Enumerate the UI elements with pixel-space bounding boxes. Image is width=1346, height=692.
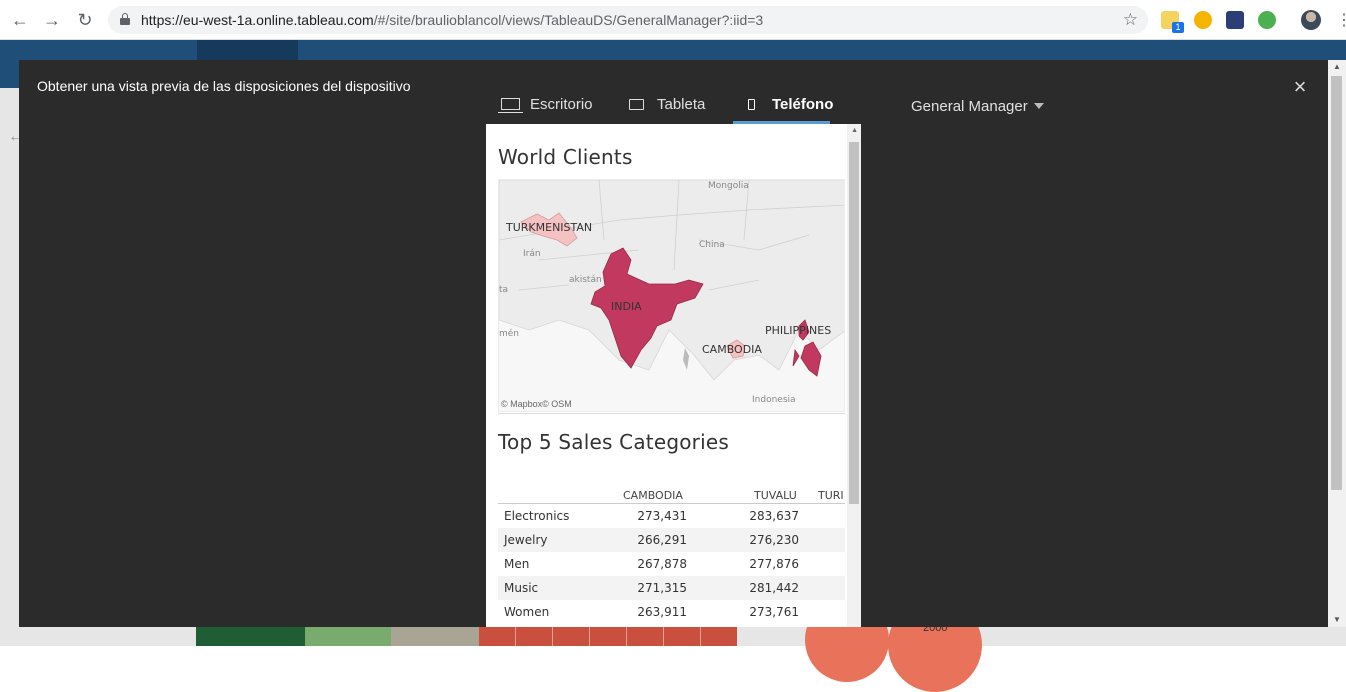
table-row[interactable]: Electronics 273,431 283,637 [498,504,845,528]
cell-value: 263,911 [637,605,687,619]
bg-strip [305,626,391,646]
reload-icon[interactable]: ↻ [77,10,93,30]
cell-value: 283,637 [749,509,799,523]
cell-value: 276,230 [749,533,799,547]
dialog-title: Obtener una vista previa de las disposic… [37,78,411,94]
map-title: World Clients [498,145,633,169]
table-header: CAMBODIA TUVALU TURI [498,488,845,504]
preview-scroll-thumb[interactable] [849,142,859,504]
scroll-down-icon[interactable]: ▼ [1333,615,1341,624]
map-label-pakistan: akistán [569,275,602,285]
cell-value: 273,761 [749,605,799,619]
row-label: Electronics [504,509,570,523]
map-label-india: INDIA [611,300,642,313]
map-svg [499,180,844,411]
device-preview-dialog: Obtener una vista previa de las disposic… [19,60,1328,627]
divider [498,413,845,414]
cell-value: 267,878 [637,557,687,571]
column-header: TURI [818,489,844,502]
extension-icon-3[interactable] [1226,11,1244,29]
extension-icon-4[interactable] [1258,11,1276,29]
caret-down-icon [1033,103,1044,109]
map-credit: © Mapbox© OSM [501,399,572,409]
tab-label: Teléfono [772,96,834,113]
cambodia-shape [726,339,746,359]
map-label-ta: ta [499,285,509,295]
cell-value: 266,291 [637,533,687,547]
browser-toolbar: ← → ↻ https://eu-west-1a.online.tableau.… [0,0,1346,40]
row-label: Jewelry [504,533,548,547]
bg-strip [196,626,305,646]
tablet-icon [629,99,644,110]
tab-tableta[interactable]: Tableta [629,96,705,118]
scroll-up-icon[interactable]: ▲ [851,127,858,134]
bg-strip [391,626,479,646]
tab-label: Tableta [657,96,706,113]
map-label-cambodia: CAMBODIA [702,343,762,356]
bookmark-star-icon[interactable]: ☆ [1122,10,1138,29]
user-selector-label: General Manager [911,98,1028,115]
cell-value: 273,431 [637,509,687,523]
map-label-philippines: PHILIPPINES [765,324,832,337]
column-header: CAMBODIA [623,489,683,502]
cell-value: 277,876 [749,557,799,571]
map-label-mongolia: Mongolia [708,181,749,191]
address-bar[interactable]: https://eu-west-1a.online.tableau.com/#/… [108,6,1148,34]
column-header: TUVALU [754,489,797,502]
tab-label: Escritorio [530,96,593,113]
page-scroll-thumb[interactable] [1331,76,1342,490]
forward-arrow-icon[interactable]: → [43,10,61,30]
map-label-iran: Irán [523,249,541,259]
phone-preview[interactable]: World Clients Mongolia TURKMENISTAN Chin… [486,124,861,627]
more-menu-icon[interactable]: ⋮ [1336,12,1346,29]
tab-telefono[interactable]: Teléfono [733,96,834,124]
table-title: Top 5 Sales Categories [498,430,729,454]
extension-icon-2[interactable] [1194,11,1212,29]
table-row[interactable]: Jewelry 266,291 276,230 [498,528,845,552]
cell-value: 281,442 [749,581,799,595]
url-text: https://eu-west-1a.online.tableau.com/#/… [141,12,764,28]
tab-escritorio[interactable]: Escritorio [498,96,593,118]
turkmenistan-shape [520,212,578,247]
india-shape [590,247,704,369]
profile-avatar[interactable] [1301,10,1321,30]
page-scrollbar[interactable]: ▲ ▼ [1328,60,1346,627]
table-row[interactable]: Music 271,315 281,442 [498,576,845,600]
user-selector-dropdown[interactable]: General Manager [911,98,1044,115]
world-clients-map[interactable]: Mongolia TURKMENISTAN China Irán akistán… [498,179,845,412]
lock-icon [120,13,130,25]
table-row[interactable]: Women 263,911 273,761 [498,600,845,624]
table-row[interactable]: Men 267,878 277,876 [498,552,845,576]
map-label-turkmenistan: TURKMENISTAN [506,221,593,234]
preview-scrollbar[interactable]: ▲ [847,124,861,627]
row-label: Women [504,605,550,619]
desktop-icon [498,98,523,113]
map-label-oman: mén [499,329,520,339]
cell-value: 271,315 [637,581,687,595]
extension-badge: 1 [1172,22,1184,33]
phone-icon [748,99,755,110]
scroll-up-icon[interactable]: ▲ [1333,62,1341,71]
row-label: Men [504,557,530,571]
map-label-china: China [699,240,725,250]
row-label: Music [504,581,539,595]
close-icon[interactable]: × [1293,74,1307,99]
back-arrow-icon[interactable]: ← [11,10,29,30]
bg-strip [479,626,737,646]
active-tab-indicator [733,121,830,124]
map-label-indonesia: Indonesia [752,395,796,405]
philippines-shape [792,319,822,377]
